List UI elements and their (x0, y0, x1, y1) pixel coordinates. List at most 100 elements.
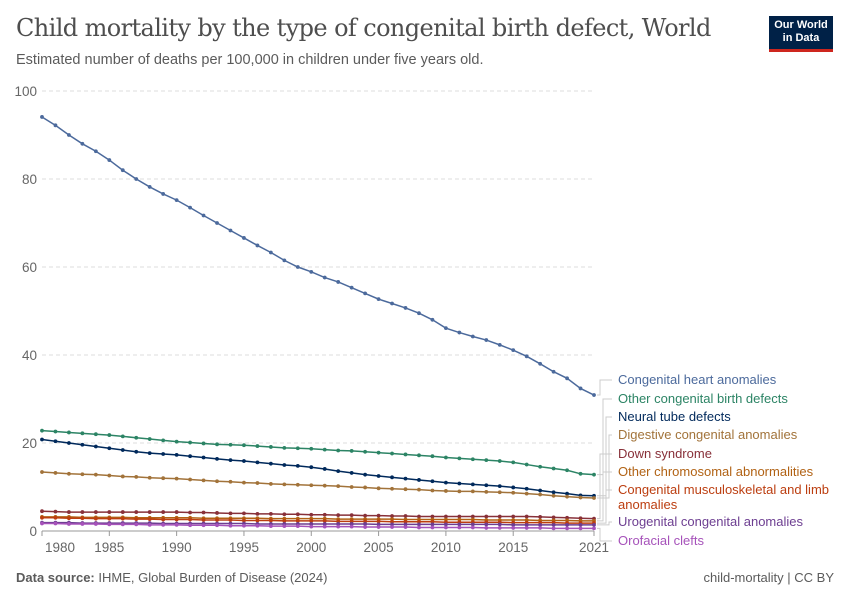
data-point (511, 514, 516, 519)
data-point (457, 330, 462, 335)
logo-line1: Our World (774, 19, 828, 31)
data-point (53, 521, 58, 526)
source-text[interactable]: IHME, Global Burden of Disease (2024) (98, 570, 328, 585)
data-point (430, 525, 435, 530)
data-point (201, 510, 206, 515)
data-point (309, 518, 314, 523)
data-point (201, 478, 206, 483)
data-point (565, 518, 569, 523)
data-point (40, 515, 44, 520)
data-point (161, 438, 166, 443)
series-label[interactable]: anomalies (618, 497, 678, 512)
data-point (53, 123, 58, 128)
data-point (309, 446, 314, 451)
data-point (309, 483, 314, 488)
data-point (363, 513, 368, 518)
data-point (376, 519, 381, 524)
data-point (53, 515, 58, 520)
data-point (444, 522, 448, 527)
series-label[interactable]: Other congenital birth defects (618, 391, 788, 406)
label-connector (597, 434, 612, 499)
series-label[interactable]: Orofacial clefts (618, 533, 704, 548)
data-point (268, 461, 273, 466)
series-line (42, 522, 594, 530)
series-label[interactable]: Other chromosomal abnormalities (618, 464, 814, 479)
data-point (93, 444, 98, 449)
series-line (41, 429, 595, 476)
data-point (511, 526, 516, 530)
data-point (470, 482, 475, 487)
data-point (120, 168, 125, 173)
data-point (134, 449, 139, 454)
data-point (174, 510, 179, 514)
data-point (134, 517, 139, 522)
data-point (430, 454, 435, 459)
data-point (242, 236, 246, 240)
data-point (120, 474, 125, 479)
data-point (417, 487, 421, 492)
data-point (282, 445, 287, 450)
data-point (484, 338, 489, 342)
data-point (161, 522, 166, 527)
data-point (242, 518, 246, 523)
data-point (524, 526, 529, 530)
data-point (228, 523, 233, 528)
data-point (524, 354, 529, 359)
data-point (403, 452, 408, 457)
data-point (457, 517, 462, 522)
data-point (268, 524, 273, 529)
data-point (295, 518, 300, 523)
data-point (565, 526, 569, 531)
data-point (592, 472, 596, 477)
data-point (444, 525, 448, 530)
chart-slug-license[interactable]: child-mortality | CC BY (703, 570, 834, 585)
data-point (161, 476, 166, 481)
data-point (349, 524, 354, 529)
data-point (524, 522, 529, 527)
data-point (430, 519, 435, 524)
series-label[interactable]: Congenital musculoskeletal and limb (618, 482, 829, 497)
series-label[interactable]: Urogenital congenital anomalies (618, 514, 804, 529)
series-label[interactable]: Neural tube defects (618, 409, 731, 424)
data-point (40, 115, 44, 119)
data-point (107, 516, 112, 521)
data-point (484, 458, 489, 463)
data-point (349, 285, 354, 290)
data-point (107, 433, 112, 437)
data-point (295, 463, 300, 468)
data-point (120, 434, 125, 439)
data-point (538, 488, 543, 493)
data-point (336, 448, 341, 453)
data-point (161, 510, 166, 514)
data-point (322, 483, 327, 488)
data-point (484, 522, 489, 527)
series-label[interactable]: Congenital heart anomalies (618, 372, 777, 387)
data-point (376, 297, 381, 302)
series-label[interactable]: Down syndrome (618, 446, 712, 461)
label-connector (597, 398, 612, 476)
x-tick-label: 2000 (296, 540, 326, 555)
data-point (53, 429, 58, 434)
data-point (188, 510, 192, 515)
data-point (497, 514, 502, 519)
data-point (497, 484, 502, 489)
data-point (120, 448, 125, 452)
series-line (42, 516, 594, 522)
data-point (134, 510, 139, 514)
data-point (215, 456, 219, 461)
data-point (524, 491, 529, 496)
data-point (40, 509, 44, 514)
owid-logo[interactable]: Our World in Data (769, 16, 833, 52)
data-point (349, 449, 354, 453)
data-point (215, 518, 219, 522)
data-point (215, 442, 219, 447)
data-point (282, 482, 287, 487)
data-point (268, 445, 273, 449)
series-label[interactable]: Digestive congenital anomalies (618, 427, 798, 442)
data-point (376, 525, 381, 529)
data-point (470, 334, 475, 339)
data-point (524, 462, 529, 467)
y-tick-label: 20 (22, 436, 37, 451)
